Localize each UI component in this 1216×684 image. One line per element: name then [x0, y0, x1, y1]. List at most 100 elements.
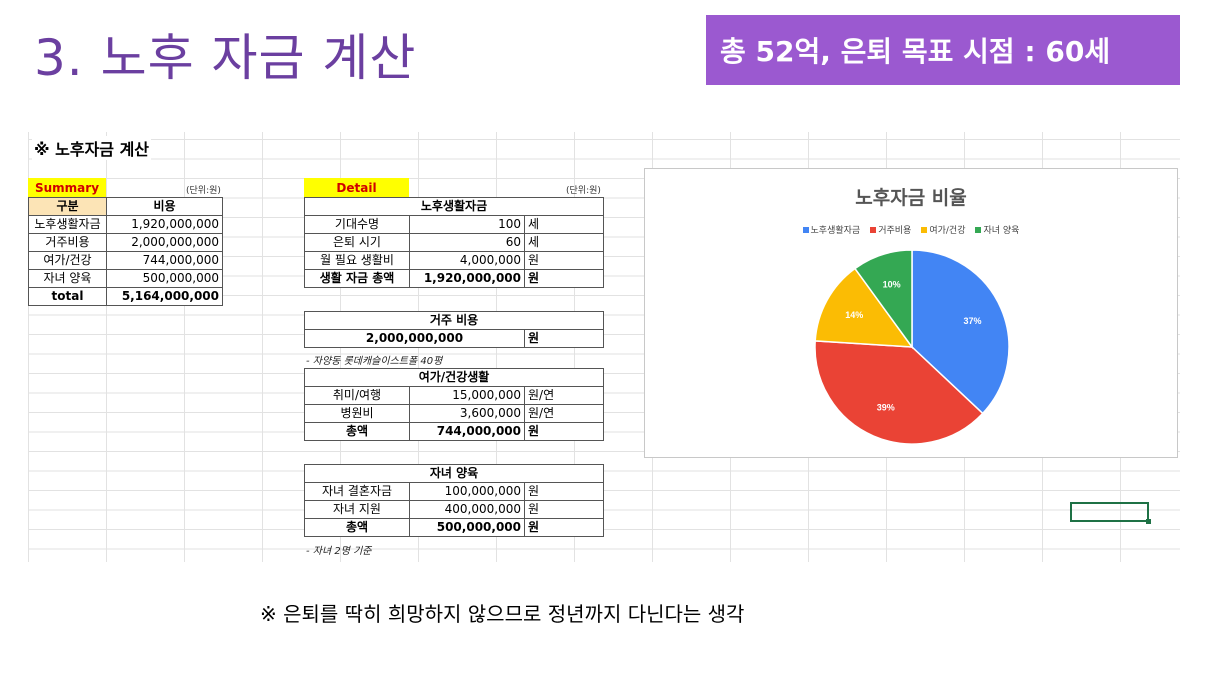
- pie-data-label: 39%: [877, 403, 895, 413]
- children-table: 자녀 양육 자녀 결혼자금 100,000,000 원 자녀 지원 400,00…: [304, 464, 604, 537]
- summary-header-category: 구분: [28, 197, 107, 216]
- legend-swatch: [975, 227, 982, 233]
- detail-cell[interactable]: 원: [524, 329, 604, 348]
- detail-cell[interactable]: 원: [524, 422, 604, 441]
- legend-label: 여가/건강: [929, 226, 966, 236]
- pie-data-label: 37%: [964, 316, 982, 326]
- leisure-header: 여가/건강생활: [304, 368, 604, 387]
- table-row: 취미/여행 15,000,000 원/연: [304, 386, 604, 405]
- pie-slice[interactable]: [814, 267, 914, 348]
- table-row: 거주비용 2,000,000,000: [28, 233, 223, 252]
- detail-cell[interactable]: 세: [524, 233, 604, 252]
- detail-cell[interactable]: 원: [524, 482, 604, 501]
- table-row: 자녀 지원 400,000,000 원: [304, 500, 604, 519]
- summary-header-cost: 비용: [106, 197, 223, 216]
- summary-cell[interactable]: 744,000,000: [106, 251, 223, 270]
- table-row: 노후생활자금 1,920,000,000: [28, 215, 223, 234]
- table-row: 기대수명 100 세: [304, 215, 604, 234]
- pie-data-label: 10%: [883, 279, 901, 289]
- detail-cell[interactable]: 취미/여행: [304, 386, 410, 405]
- detail-cell[interactable]: 4,000,000: [409, 251, 525, 270]
- detail-cell[interactable]: 총액: [304, 422, 410, 441]
- detail-cell[interactable]: 원/연: [524, 386, 604, 405]
- living-total-row: 생활 자금 총액 1,920,000,000 원: [304, 269, 604, 288]
- chart-title: 노후자금 비율: [855, 187, 967, 209]
- summary-label: Summary: [28, 178, 106, 197]
- summary-cell[interactable]: 500,000,000: [106, 269, 223, 288]
- pie-slice[interactable]: [853, 249, 913, 350]
- sheet-title: ※ 노후자금 계산: [32, 136, 152, 160]
- legend-swatch: [870, 227, 877, 233]
- detail-cell[interactable]: 500,000,000: [409, 518, 525, 537]
- detail-cell[interactable]: 월 필요 생활비: [304, 251, 410, 270]
- detail-cell[interactable]: 병원비: [304, 404, 410, 423]
- legend-item: 거주비용: [870, 223, 911, 236]
- summary-cell[interactable]: 여가/건강: [28, 251, 107, 270]
- table-row: 월 필요 생활비 4,000,000 원: [304, 251, 604, 270]
- detail-cell[interactable]: 744,000,000: [409, 422, 525, 441]
- pie-slice[interactable]: [911, 249, 1010, 415]
- summary-cell[interactable]: 자녀 양육: [28, 269, 107, 288]
- summary-total-label[interactable]: total: [28, 287, 107, 306]
- table-row: 2,000,000,000 원: [304, 329, 604, 348]
- detail-cell[interactable]: 100,000,000: [409, 482, 525, 501]
- summary-total-row: total 5,164,000,000: [28, 287, 223, 306]
- summary-cell[interactable]: 1,920,000,000: [106, 215, 223, 234]
- detail-cell[interactable]: 원: [524, 500, 604, 519]
- summary-banner: 총 52억, 은퇴 목표 시점 : 60세: [706, 15, 1180, 85]
- legend-item: 노후생활자금: [802, 223, 861, 236]
- detail-cell[interactable]: 생활 자금 총액: [304, 269, 410, 288]
- footer-note: ※ 은퇴를 딱히 희망하지 않으므로 정년까지 다닌다는 생각: [260, 602, 745, 626]
- table-row: 여가/건강 744,000,000: [28, 251, 223, 270]
- living-header: 노후생활자금: [304, 197, 604, 216]
- table-row: 은퇴 시기 60 세: [304, 233, 604, 252]
- leisure-total-row: 총액 744,000,000 원: [304, 422, 604, 441]
- detail-cell[interactable]: 1,920,000,000: [409, 269, 525, 288]
- detail-cell[interactable]: 2,000,000,000: [304, 329, 525, 348]
- summary-unit: (단위:원): [186, 186, 221, 196]
- children-total-row: 총액 500,000,000 원: [304, 518, 604, 537]
- legend-label: 거주비용: [878, 226, 912, 236]
- detail-cell[interactable]: 기대수명: [304, 215, 410, 234]
- table-row: 병원비 3,600,000 원/연: [304, 404, 604, 423]
- children-header: 자녀 양육: [304, 464, 604, 483]
- detail-cell[interactable]: 15,000,000: [409, 386, 525, 405]
- legend-label: 자녀 양육: [983, 226, 1020, 236]
- detail-cell[interactable]: 원: [524, 518, 604, 537]
- leisure-table: 여가/건강생활 취미/여행 15,000,000 원/연 병원비 3,600,0…: [304, 368, 604, 441]
- housing-note: - 자양동 롯데캐슬이스트폴 40평: [306, 356, 443, 367]
- detail-label: Detail: [304, 178, 409, 197]
- detail-cell[interactable]: 은퇴 시기: [304, 233, 410, 252]
- summary-cell[interactable]: 거주비용: [28, 233, 107, 252]
- selected-cell[interactable]: [1070, 502, 1149, 522]
- summary-table: 구분 비용 노후생활자금 1,920,000,000 거주비용 2,000,00…: [28, 197, 223, 306]
- housing-table: 거주 비용 2,000,000,000 원: [304, 311, 604, 348]
- detail-cell[interactable]: 자녀 결혼자금: [304, 482, 410, 501]
- legend-item: 자녀 양육: [975, 223, 1019, 236]
- detail-cell[interactable]: 총액: [304, 518, 410, 537]
- children-note: - 자녀 2명 기준: [306, 546, 372, 557]
- legend-item: 여가/건강: [921, 223, 965, 236]
- fill-handle[interactable]: [1146, 519, 1151, 524]
- detail-cell[interactable]: 자녀 지원: [304, 500, 410, 519]
- detail-cell[interactable]: 원: [524, 251, 604, 270]
- detail-cell[interactable]: 400,000,000: [409, 500, 525, 519]
- legend-label: 노후생활자금: [810, 226, 861, 236]
- pie-data-label: 14%: [845, 310, 863, 320]
- table-row: 자녀 결혼자금 100,000,000 원: [304, 482, 604, 501]
- living-table: 노후생활자금 기대수명 100 세 은퇴 시기 60 세 월 필요 생활비 4,…: [304, 197, 604, 288]
- detail-cell[interactable]: 3,600,000: [409, 404, 525, 423]
- summary-total-value[interactable]: 5,164,000,000: [106, 287, 223, 306]
- detail-cell[interactable]: 원/연: [524, 404, 604, 423]
- detail-cell[interactable]: 원: [524, 269, 604, 288]
- summary-cell[interactable]: 2,000,000,000: [106, 233, 223, 252]
- pie-chart[interactable]: 노후자금 비율 노후생활자금 거주비용 여가/건강 자녀 양육 37% 39% 14…: [644, 168, 1178, 458]
- pie-plot-area: 37% 39% 14% 10%: [814, 249, 1010, 445]
- detail-cell[interactable]: 60: [409, 233, 525, 252]
- detail-cell[interactable]: 세: [524, 215, 604, 234]
- slide-title: 3. 노후 자금 계산: [34, 29, 417, 87]
- pie-slice[interactable]: [814, 340, 984, 445]
- summary-cell[interactable]: 노후생활자금: [28, 215, 107, 234]
- detail-cell[interactable]: 100: [409, 215, 525, 234]
- detail-unit: (단위:원): [566, 186, 601, 196]
